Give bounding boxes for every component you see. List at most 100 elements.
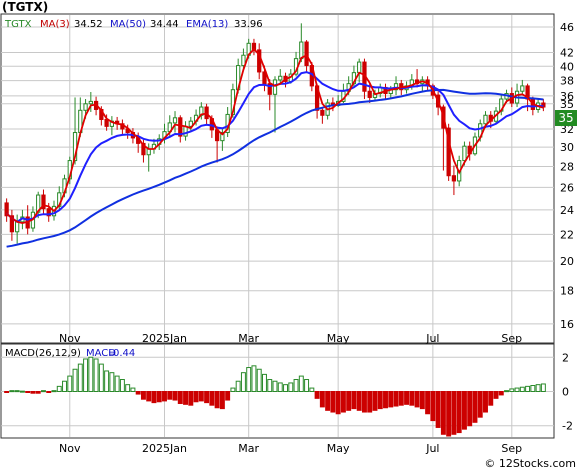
candle: [451, 165, 457, 196]
macd-bar: [298, 375, 304, 393]
candle: [241, 48, 246, 70]
candle-body: [104, 118, 109, 127]
price-tick-label: 40: [560, 60, 574, 73]
candle-body: [451, 175, 457, 182]
macd-bar: [377, 391, 383, 410]
macd-tick-label: -2: [562, 420, 573, 433]
macd-bar: [25, 391, 31, 393]
ma50-line: [6, 88, 544, 248]
candle-body: [41, 194, 46, 210]
macd-bar: [219, 391, 225, 410]
macd-bar: [135, 391, 141, 395]
time-tick-label: Mar: [238, 442, 259, 455]
macd-bar: [162, 391, 167, 402]
macd-bar: [204, 391, 210, 404]
time-tick-label: Mar: [238, 332, 259, 345]
macd-bar: [225, 391, 231, 401]
macd-bar: [414, 391, 420, 408]
time-axis-top: Nov 2025Jan Mar May Jul Sep: [59, 332, 522, 345]
candle: [520, 79, 525, 96]
macd-bar: [398, 391, 404, 406]
time-tick-label: Jul: [425, 442, 439, 455]
macd-tick-label: 0: [562, 386, 569, 399]
macd-bar: [404, 391, 410, 405]
macd-bar: [93, 358, 99, 393]
macd-bar: [67, 375, 73, 393]
macd-bar: [19, 390, 25, 393]
macd-bar: [461, 391, 467, 430]
macd-bar: [4, 391, 10, 393]
price-tick-label: 28: [560, 161, 574, 174]
macd-bar: [114, 375, 120, 393]
macd-bar: [51, 390, 57, 393]
macd-bar: [493, 391, 499, 399]
candle-body: [367, 90, 372, 98]
macd-bar: [346, 391, 352, 411]
time-tick-label: Jul: [425, 332, 439, 345]
macd-bar: [367, 391, 373, 413]
macd-legend: MACD(26,12,9) MACD 0.44 =: [5, 348, 135, 359]
macd-bar: [288, 382, 294, 393]
macd-bar: [356, 391, 362, 411]
price-tick-label: 30: [560, 141, 574, 154]
macd-bar: [56, 385, 62, 393]
macd-bar: [419, 391, 425, 410]
macd-value-label: MACD: [86, 348, 116, 359]
macd-bar: [140, 391, 146, 400]
macd-bar: [156, 391, 162, 403]
candle-body: [15, 221, 20, 233]
legend-ema13-label: EMA(13): [186, 19, 228, 30]
candle-body: [178, 117, 183, 137]
candle-body: [188, 120, 193, 127]
candle-body: [483, 114, 488, 125]
time-tick-label: May: [327, 332, 350, 345]
price-tick-label: 35: [560, 98, 574, 111]
macd-bar: [30, 391, 36, 394]
candle-body: [278, 75, 283, 81]
macd-bar: [209, 391, 215, 406]
current-price-box: [555, 110, 577, 126]
legend-ema13-value: 33.96: [234, 19, 263, 30]
macd-bar: [109, 372, 115, 392]
macd-bar: [314, 391, 320, 399]
macd-bar: [304, 379, 310, 392]
candle-body: [83, 103, 88, 111]
price-tick-label: 38: [560, 75, 574, 88]
macd-bar: [525, 385, 531, 393]
macd-bar: [130, 387, 136, 393]
time-tick-label: 2025Jan: [142, 442, 187, 455]
macd-bar: [488, 391, 494, 406]
macd-bar: [509, 388, 515, 392]
macd-bar: [262, 373, 267, 392]
price-tick-label: 20: [560, 255, 574, 268]
macd-bar: [167, 391, 173, 400]
macd-axis: -2 0 2: [562, 351, 573, 432]
macd-bar: [425, 391, 431, 415]
legend: TGTX MA(3) 34.52 MA(50) 34.44 EMA(13) 33…: [4, 19, 263, 30]
time-tick-label: Sep: [501, 332, 522, 345]
time-tick-label: 2025Jan: [142, 332, 187, 345]
macd-bar: [514, 387, 520, 393]
macd-bar: [177, 391, 183, 404]
candle-body: [304, 41, 309, 67]
macd-label: MACD(26,12,9): [5, 348, 81, 359]
time-tick-label: Nov: [59, 332, 81, 345]
macd-bar: [504, 390, 510, 393]
candle-body: [241, 54, 246, 67]
macd-bar: [477, 391, 483, 418]
macd-bar: [251, 365, 257, 393]
macd-bar: [335, 391, 341, 415]
candle-body: [183, 125, 188, 137]
macd-bar: [361, 391, 367, 413]
macd-bar: [440, 391, 446, 435]
macd-bar: [535, 384, 541, 392]
macd-bar: [383, 391, 388, 409]
candle: [320, 107, 325, 124]
macd-bar: [172, 391, 178, 401]
legend-ticker: TGTX: [4, 19, 32, 30]
price-tick-label: 36: [560, 90, 574, 103]
macd-bar: [272, 380, 278, 393]
candle: [141, 139, 146, 163]
macd-bar: [119, 379, 125, 392]
